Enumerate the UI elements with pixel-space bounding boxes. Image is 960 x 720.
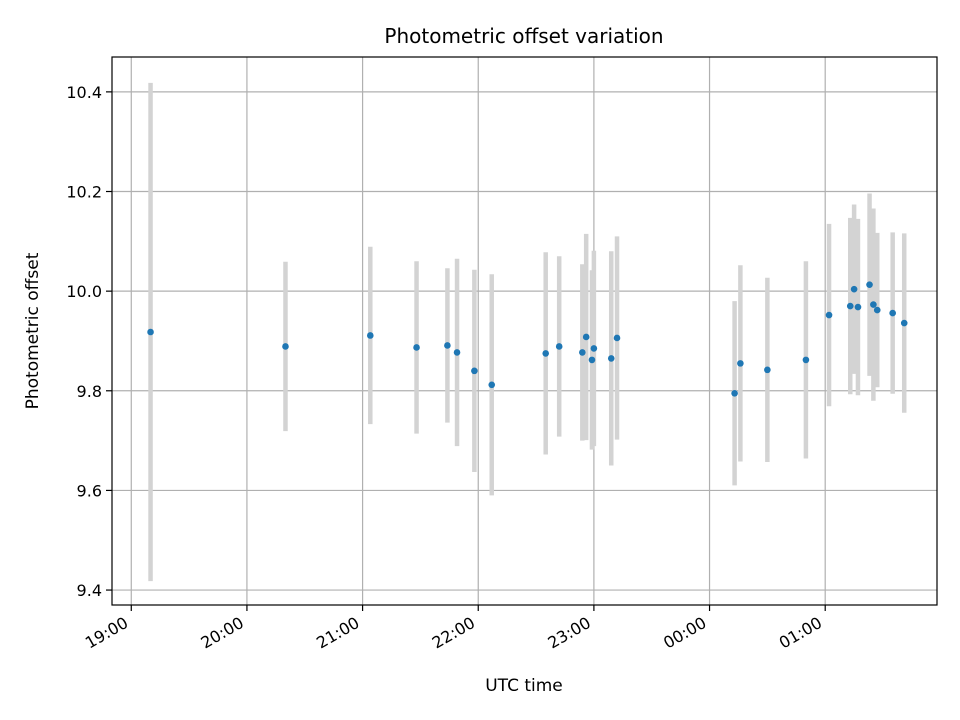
data-point xyxy=(737,360,744,367)
data-point xyxy=(802,356,810,364)
data-points xyxy=(147,281,908,397)
data-point xyxy=(846,302,854,310)
data-point xyxy=(555,343,563,350)
data-point xyxy=(889,309,896,317)
y-tick-label: 9.6 xyxy=(77,481,102,500)
data-point xyxy=(854,303,862,311)
data-point xyxy=(588,356,596,364)
y-axis-ticks: 9.4 9.6 9.8 10.0 10.2 10.4 xyxy=(66,83,112,600)
plot-area-frame xyxy=(111,56,938,606)
data-point xyxy=(613,334,621,342)
y-tick-label: 9.8 xyxy=(77,382,102,401)
chart-title: Photometric offset variation xyxy=(384,24,663,48)
y-tick-label: 10.2 xyxy=(66,183,102,202)
data-point xyxy=(282,343,289,350)
data-point xyxy=(870,301,877,308)
data-point xyxy=(850,285,858,293)
data-point xyxy=(873,306,881,314)
data-point xyxy=(147,328,154,336)
data-point xyxy=(825,311,833,319)
data-point xyxy=(866,281,873,288)
data-point xyxy=(366,332,374,339)
y-tick-label: 10.0 xyxy=(66,282,102,301)
data-point xyxy=(900,319,908,327)
x-axis-title: UTC time xyxy=(485,676,563,696)
y-axis-title: Photometric offset xyxy=(23,252,43,409)
data-point xyxy=(413,344,420,351)
y-tick-label: 9.4 xyxy=(77,581,102,600)
data-point xyxy=(579,349,586,356)
data-point xyxy=(453,349,461,356)
data-point xyxy=(607,355,615,362)
y-tick-label: 10.4 xyxy=(66,83,102,102)
data-point xyxy=(444,342,451,349)
data-point xyxy=(542,350,550,357)
data-point xyxy=(731,389,738,397)
data-point xyxy=(764,366,771,374)
data-point xyxy=(471,367,478,375)
data-point xyxy=(590,345,598,352)
data-point xyxy=(488,381,496,389)
data-point xyxy=(582,333,590,341)
